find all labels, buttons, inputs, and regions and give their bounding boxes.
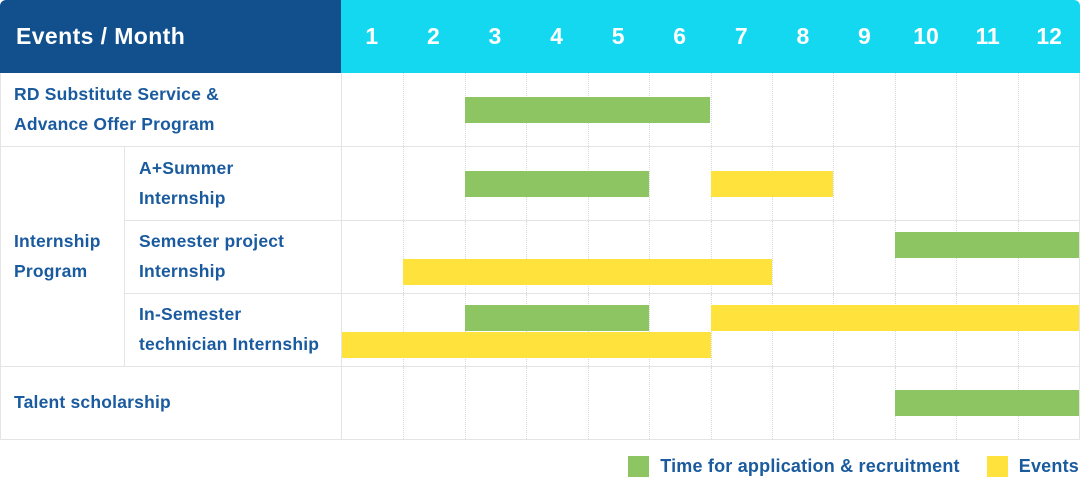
month-grid-cell	[342, 367, 403, 439]
event-bar	[710, 305, 1079, 331]
row-timeline	[342, 147, 1079, 220]
month-header-cell: 6	[673, 23, 687, 49]
month-header-cell: 8	[796, 23, 810, 49]
month-header-cell: 9	[858, 23, 871, 49]
month-header-cell: 2	[426, 23, 440, 49]
row-label: RD Substitute Service & Advance Offer Pr…	[14, 83, 219, 134]
application-bar	[464, 170, 650, 197]
month-grid-cell	[956, 73, 1017, 146]
row-label: A+Summer Internship	[139, 157, 234, 208]
month-grid-cell	[710, 221, 772, 293]
month-grid-cell	[342, 73, 403, 146]
month-header-cell: 5	[611, 23, 625, 49]
month-grid-cell	[710, 367, 772, 439]
row-timeline	[342, 367, 1079, 439]
month-header-cell: 3	[488, 23, 502, 49]
month-header-cell: 11	[975, 23, 1000, 49]
month-header: 1 2 3 4 5 6 7 8 9 10 11 12	[341, 0, 1080, 73]
month-grid-cell	[649, 367, 710, 439]
legend-item: Time for application & recruitment	[628, 456, 960, 477]
month-grid-cell	[342, 221, 403, 293]
row-label: Talent scholarship	[14, 392, 171, 413]
month-grid-cell	[403, 73, 464, 146]
gantt-table: Events / Month 1 2 3 4 5 6 7 8 9 10 11 12 RD Substi…	[0, 0, 1080, 440]
table-header: Events / Month 1 2 3 4 5 6 7 8 9 10 11 12	[0, 0, 1080, 73]
month-grid-cell	[403, 221, 464, 293]
month-grid-cell	[956, 147, 1017, 220]
row-group-label-cell: Internship Program	[1, 147, 125, 366]
month-grid-cell	[649, 221, 710, 293]
month-grid-cell	[1017, 73, 1079, 146]
month-grid-cell	[833, 147, 894, 220]
row-label-cell: A+Summer Internship	[125, 147, 342, 220]
row-timeline	[342, 294, 1079, 366]
gantt-row-group: Internship Program A+Summer Internship Sem…	[1, 146, 1079, 366]
row-label: In-Semester technician Internship	[139, 304, 320, 354]
month-header-cell: 4	[550, 23, 563, 49]
legend-swatch-event	[986, 456, 1008, 477]
month-grid-cell	[587, 367, 649, 439]
gantt-row: Talent scholarship	[1, 366, 1079, 439]
gantt-body: RD Substitute Service & Advance Offer Pr…	[0, 73, 1080, 440]
event-bar	[403, 259, 772, 285]
gantt-row: A+Summer Internship	[125, 147, 1079, 220]
month-header-cell: 10	[913, 23, 939, 49]
application-bar	[464, 305, 650, 331]
legend-swatch-application	[628, 456, 650, 477]
row-label-cell: Semester project Internship	[125, 221, 342, 293]
month-grid-cell	[403, 367, 464, 439]
application-bar	[464, 96, 711, 123]
row-label: Semester project Internship	[139, 231, 285, 281]
month-grid-cell	[771, 221, 833, 293]
month-grid-cell	[403, 147, 464, 220]
event-bar	[710, 170, 834, 197]
gantt-row: In-Semester technician Internship	[125, 293, 1079, 366]
row-timeline	[342, 73, 1079, 146]
month-grid-cell	[1017, 147, 1079, 220]
row-group-label: Internship Program	[14, 230, 101, 281]
month-grid-cell	[403, 294, 464, 366]
month-grid-cell	[464, 367, 526, 439]
month-grid-cell	[649, 147, 710, 220]
month-header-cell: 7	[734, 23, 748, 49]
row-label-cell: RD Substitute Service & Advance Offer Pr…	[1, 73, 342, 146]
row-label-cell: Talent scholarship	[1, 367, 342, 439]
gantt-row: Semester project Internship	[125, 220, 1079, 293]
legend-label: Time for application & recruitment	[660, 456, 960, 476]
month-grid-cell	[771, 367, 833, 439]
month-header-cell: 12	[1036, 23, 1062, 49]
group-rows: A+Summer Internship Semester project Inte…	[125, 147, 1079, 366]
event-bar	[342, 332, 711, 358]
month-grid-cell	[464, 221, 526, 293]
month-grid-cell	[710, 73, 772, 146]
legend-item: Events	[986, 456, 1079, 477]
application-bar	[894, 232, 1079, 258]
table-header-title: Events / Month	[0, 0, 341, 73]
month-grid-cell	[342, 147, 403, 220]
application-bar	[894, 390, 1079, 416]
month-grid-cell	[587, 221, 649, 293]
month-header-cell: 1	[365, 23, 379, 49]
month-grid-cell	[526, 221, 587, 293]
legend-label: Events	[1018, 456, 1079, 476]
month-grid-cell	[894, 147, 956, 220]
month-grid-cell	[526, 367, 587, 439]
month-grid-cell	[894, 73, 956, 146]
month-grid-cell	[833, 367, 894, 439]
month-grid-cell	[649, 294, 710, 366]
row-label-cell: In-Semester technician Internship	[125, 294, 342, 366]
month-grid-cell	[771, 73, 833, 146]
legend: Time for application & recruitment Events	[0, 456, 1080, 477]
row-timeline	[342, 221, 1079, 293]
month-grid-cell	[833, 221, 894, 293]
month-grid-cell	[833, 73, 894, 146]
gantt-row: RD Substitute Service & Advance Offer Pr…	[1, 73, 1079, 146]
